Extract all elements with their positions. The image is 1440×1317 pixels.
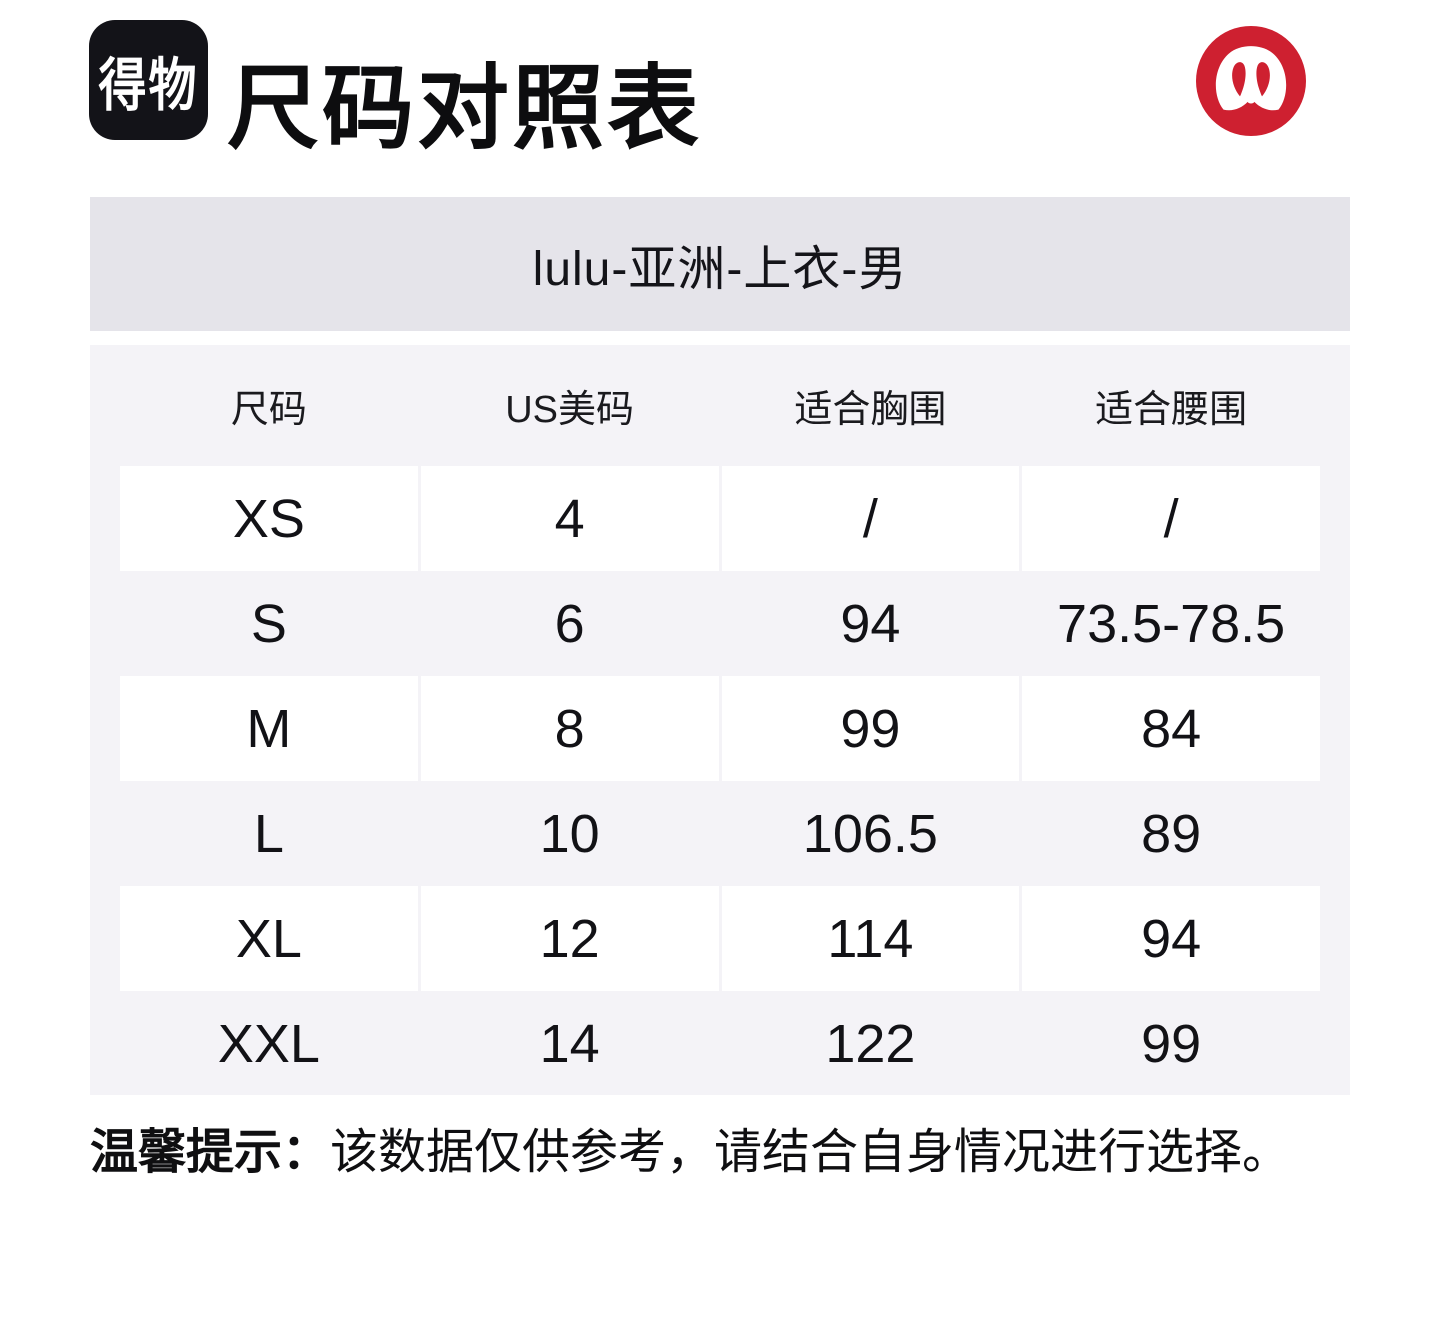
table-cell: 122 (825, 1013, 916, 1074)
table-cell: 8 (420, 676, 719, 781)
table-cell: 94 (840, 593, 901, 654)
table-row: XXL 14 122 99 (120, 991, 1320, 1095)
table-header-row: 尺码 US美码 适合胸围 适合腰围 (120, 345, 1320, 466)
lululemon-logo-icon (1196, 26, 1306, 136)
table-cell: XXL (217, 1013, 320, 1074)
table-cell: L (253, 803, 284, 864)
header-cell-waist: 适合腰围 (1095, 389, 1248, 431)
page-title: 尺码对照表 (227, 57, 703, 160)
table-cell: 99 (721, 676, 1020, 781)
table-cell: 114 (721, 886, 1020, 991)
table-cell: M (120, 676, 418, 781)
table-cell: 4 (420, 466, 719, 571)
table-cell: S (250, 593, 287, 654)
table-cell: / (1022, 466, 1320, 571)
size-table: 尺码 US美码 适合胸围 适合腰围 XS 4 / / S 6 94 73.5-7… (90, 345, 1350, 1095)
category-banner: lulu-亚洲-上衣-男 (90, 197, 1350, 331)
dewu-logo-text: 得物 (98, 54, 199, 119)
header-cell-us-size: US美码 (505, 389, 635, 431)
table-cell: 94 (1022, 886, 1320, 991)
footer-tip: 温馨提示：该数据仅供参考，请结合自身情况进行选择。 (90, 1112, 1390, 1182)
table-cell: XL (120, 886, 418, 991)
header-cell-size: 尺码 (230, 389, 307, 431)
table-cell: 6 (554, 593, 585, 654)
header-cell-chest: 适合胸围 (794, 389, 947, 431)
table-row: L 10 106.5 89 (120, 781, 1320, 886)
table-cell: / (721, 466, 1020, 571)
table-cell: 73.5-78.5 (1057, 593, 1286, 654)
table-cell: 14 (539, 1013, 600, 1074)
table-cell: XS (120, 466, 418, 571)
table-row: XS 4 / / (120, 466, 1320, 571)
table-cell: 99 (1141, 1013, 1202, 1074)
footer-tip-label: 温馨提示： (90, 1126, 331, 1179)
dewu-logo-icon: 得物 (89, 20, 208, 140)
table-cell: 106.5 (802, 803, 938, 864)
table-cell: 12 (420, 886, 719, 991)
table-cell: 84 (1022, 676, 1320, 781)
table-cell: 10 (539, 803, 600, 864)
table-row: M 8 99 84 (120, 676, 1320, 781)
table-row: S 6 94 73.5-78.5 (120, 571, 1320, 676)
table-cell: 89 (1141, 803, 1202, 864)
category-banner-title: lulu-亚洲-上衣-男 (532, 243, 908, 296)
table-row: XL 12 114 94 (120, 886, 1320, 991)
footer-tip-text: 该数据仅供参考，请结合自身情况进行选择。 (330, 1126, 1291, 1179)
